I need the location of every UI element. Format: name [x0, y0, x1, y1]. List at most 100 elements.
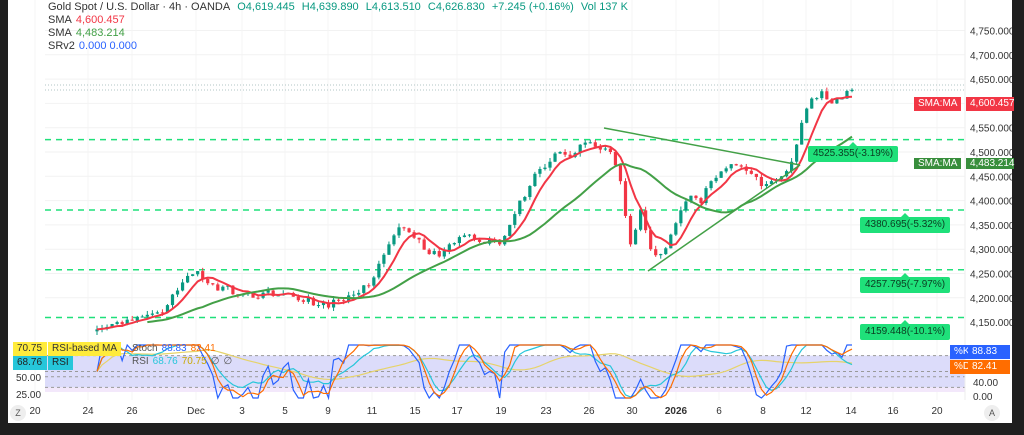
candle-body: [769, 181, 774, 185]
rsi-badge-value: 68.76: [13, 356, 47, 370]
x-tick-label: 5: [282, 406, 288, 417]
timezone-button[interactable]: Z: [10, 405, 26, 421]
candle-body: [800, 122, 804, 145]
candle-body: [543, 167, 547, 170]
candle-body: [618, 165, 623, 182]
candle-body: [825, 91, 829, 100]
y-tick-label: 4,150.000: [970, 318, 1012, 329]
indicator-srv2[interactable]: SRv2 0.000 0.000: [48, 40, 141, 52]
candle-body: [397, 227, 401, 236]
candle-body: [845, 91, 849, 99]
candle-body: [196, 271, 200, 275]
candle-body: [417, 237, 421, 240]
candle-body: [835, 98, 839, 104]
auto-scale-button[interactable]: A: [984, 405, 1000, 421]
level-label: 4257.795(-7.97%): [860, 273, 951, 293]
x-tick-label: 24: [82, 406, 94, 417]
candle-body: [306, 297, 310, 302]
candle-body: [226, 285, 230, 287]
sma-slow-tag-label: SMA:MA: [914, 158, 962, 169]
x-tick-label: 9: [325, 406, 331, 417]
candle-body: [533, 173, 537, 187]
level-label: 4159.448(-10.1%): [860, 320, 951, 340]
x-tick-label: 11: [367, 406, 378, 417]
candle-body: [578, 144, 582, 154]
candle-body: [467, 234, 472, 236]
candle-body: [553, 153, 557, 162]
indicator-name: SMA: [48, 27, 72, 39]
candle-body: [145, 314, 149, 317]
candle-body: [160, 312, 165, 314]
candle-body: [432, 251, 436, 255]
candle-body: [558, 152, 562, 154]
candle-body: [175, 290, 180, 295]
indicator-sma-slow[interactable]: SMA 4,483.214: [48, 27, 129, 39]
trendline-lower: [647, 164, 801, 272]
candle-body: [337, 299, 341, 301]
candle-body: [266, 290, 270, 293]
candle-body: [342, 300, 346, 302]
candle-body: [563, 152, 567, 155]
candle-body: [155, 312, 159, 314]
candle-body: [734, 164, 738, 166]
candle-body: [115, 322, 119, 324]
candle-body: [709, 181, 713, 189]
stoch-d-badge-value: 82.41: [968, 360, 1010, 374]
candle-body: [125, 319, 129, 325]
candle-body: [764, 184, 769, 187]
candle-body: [628, 215, 633, 245]
symbol-header: Gold Spot / U.S. Dollar · 4h · OANDA O4,…: [48, 1, 632, 13]
candle-body: [452, 243, 456, 245]
osc-tick-right: 40.00: [973, 378, 999, 389]
candle-body: [850, 89, 854, 92]
stoch-k: 88.83: [161, 343, 187, 354]
candle-body: [603, 148, 607, 150]
osc-tick-right: 0.00: [973, 392, 993, 403]
x-tick-label: 20: [29, 406, 41, 417]
candle-body: [719, 171, 723, 178]
price-chart[interactable]: 20 24 26 Dec 3 5 9 11 15 17 19 23 26 30 2026 6 8 12 14 16 20…: [8, 0, 1012, 423]
y-tick-label: 4,250.000: [970, 270, 1012, 281]
candle-body: [180, 282, 185, 291]
candle-body: [377, 263, 381, 278]
candle-body: [316, 305, 321, 307]
rsi-badge-label: RSI: [48, 356, 73, 370]
candle-body: [135, 317, 139, 321]
candle-body: [664, 248, 668, 255]
candle-body: [754, 173, 758, 177]
candle-body: [508, 224, 512, 236]
candle-body: [201, 271, 205, 280]
candle-body: [140, 316, 144, 318]
indicator-sma-fast[interactable]: SMA 4,600.457: [48, 14, 129, 26]
candle-body: [271, 290, 275, 296]
candle-body: [694, 195, 698, 199]
candle-body: [684, 201, 688, 211]
candle-body: [724, 168, 728, 172]
indicator-value: 0.000 0.000: [78, 40, 138, 52]
candle-body: [583, 142, 587, 145]
candle-body: [598, 146, 602, 150]
y-tick-label: 4,500.000: [970, 148, 1012, 159]
candle-body: [382, 254, 386, 264]
candle-body: [608, 148, 612, 152]
rsi-legend[interactable]: RSI 68.76 70.75 ∅ ∅: [132, 356, 236, 368]
stoch-name: Stoch: [132, 343, 158, 354]
candle-body: [810, 98, 814, 109]
stoch-legend[interactable]: Stoch 88.83 82.41: [132, 343, 220, 355]
x-tick-label: 20: [931, 406, 943, 417]
candle-body: [407, 228, 411, 233]
x-tick-label: 8: [760, 406, 766, 417]
candle-body: [689, 195, 693, 202]
candle-body: [523, 196, 527, 201]
ohlc-close: C4,626.830: [427, 1, 485, 13]
chart-panel[interactable]: 20 24 26 Dec 3 5 9 11 15 17 19 23 26 30 2026 6 8 12 14 16 20…: [8, 0, 1015, 423]
candle-body: [457, 237, 461, 244]
indicator-name: SRv2: [48, 40, 75, 52]
candle-body: [518, 200, 522, 215]
candle-body: [805, 108, 809, 123]
x-tick-label: 23: [540, 406, 552, 417]
rsi-ma-line: [96, 349, 853, 381]
ohlc-open: O4,619.445: [237, 1, 295, 13]
candle-body: [669, 234, 673, 249]
y-tick-label: 4,650.000: [970, 75, 1012, 86]
